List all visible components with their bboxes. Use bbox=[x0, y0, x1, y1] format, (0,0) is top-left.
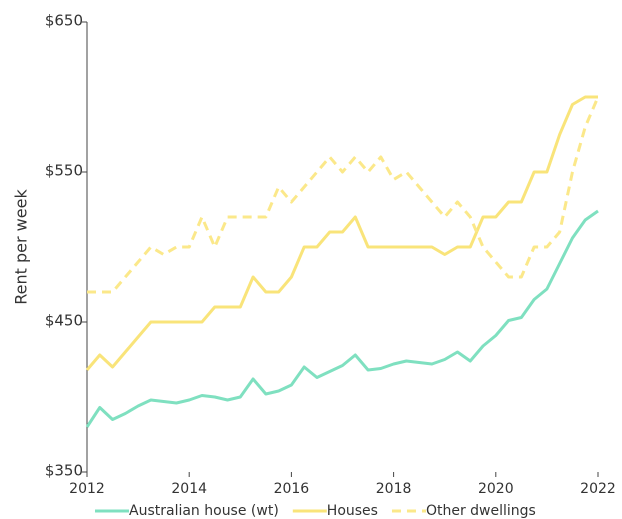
legend-label: Australian house (wt) bbox=[129, 503, 279, 519]
y-tick-label: $650 bbox=[45, 12, 83, 30]
x-tick-label: 2018 bbox=[376, 481, 412, 497]
series-line bbox=[85, 209, 599, 428]
x-tick-label: 2012 bbox=[69, 481, 105, 497]
x-tick-label: 2020 bbox=[478, 481, 514, 497]
legend-label: Other dwellings bbox=[426, 503, 536, 519]
x-tick-label: 2016 bbox=[274, 481, 310, 497]
y-tick-label: $350 bbox=[45, 462, 83, 480]
y-tick-label: $450 bbox=[45, 312, 83, 330]
x-tick-label: 2022 bbox=[580, 481, 616, 497]
y-axis-label: Rent per week bbox=[12, 189, 31, 305]
x-tick-label: 2014 bbox=[171, 481, 207, 497]
y-tick-label: $550 bbox=[45, 162, 83, 180]
series-line bbox=[87, 96, 600, 294]
series-line bbox=[85, 95, 598, 371]
legend-label: Houses bbox=[327, 503, 378, 519]
